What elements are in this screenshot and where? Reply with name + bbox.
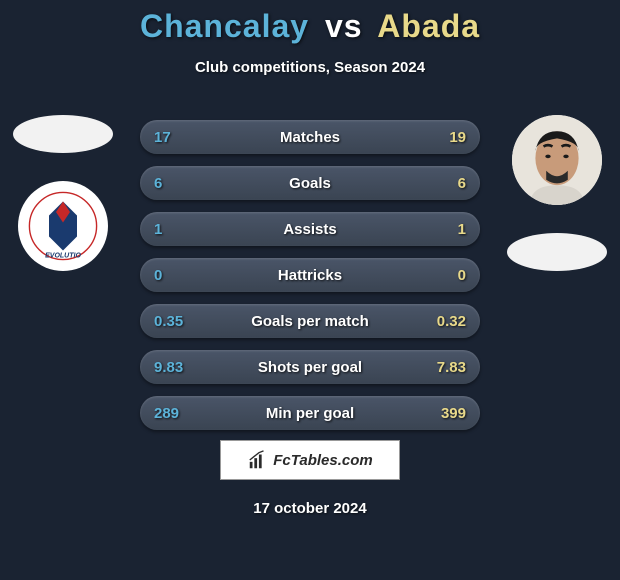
stat-row: 289 Min per goal 399: [140, 396, 480, 430]
player2-team-badge-placeholder: [507, 233, 607, 271]
player1-team-badge: EVOLUTIO: [18, 181, 108, 271]
brand-text: FcTables.com: [273, 452, 372, 469]
vs-label: vs: [325, 8, 363, 44]
date-label: 17 october 2024: [0, 500, 620, 517]
comparison-title: Chancalay vs Abada: [0, 8, 620, 45]
stat-row: 0 Hattricks 0: [140, 258, 480, 292]
team-crest-icon: EVOLUTIO: [28, 191, 98, 261]
stat-left-value: 0.35: [154, 313, 204, 330]
stat-left-value: 9.83: [154, 359, 204, 376]
stat-right-value: 0.32: [416, 313, 466, 330]
player2-name: Abada: [377, 8, 480, 44]
player1-photo-placeholder: [13, 115, 113, 153]
player1-column: EVOLUTIO: [8, 115, 118, 271]
header: Chancalay vs Abada Club competitions, Se…: [0, 0, 620, 76]
player2-column: [502, 115, 612, 271]
stats-table: 17 Matches 19 6 Goals 6 1 Assists 1 0 Ha…: [140, 120, 480, 442]
stat-right-value: 6: [416, 175, 466, 192]
stat-right-value: 0: [416, 267, 466, 284]
stat-left-value: 6: [154, 175, 204, 192]
stat-right-value: 399: [416, 405, 466, 422]
player2-photo: [512, 115, 602, 205]
subtitle: Club competitions, Season 2024: [0, 59, 620, 76]
player-headshot-icon: [512, 115, 602, 205]
stat-right-value: 1: [416, 221, 466, 238]
stat-row: 1 Assists 1: [140, 212, 480, 246]
stat-row: 9.83 Shots per goal 7.83: [140, 350, 480, 384]
svg-text:EVOLUTIO: EVOLUTIO: [45, 253, 81, 260]
stat-right-value: 7.83: [416, 359, 466, 376]
stat-right-value: 19: [416, 129, 466, 146]
brand-link[interactable]: FcTables.com: [220, 440, 400, 480]
chart-icon: [247, 449, 269, 471]
stat-left-value: 1: [154, 221, 204, 238]
stat-left-value: 289: [154, 405, 204, 422]
stat-row: 0.35 Goals per match 0.32: [140, 304, 480, 338]
stat-left-value: 17: [154, 129, 204, 146]
stat-row: 6 Goals 6: [140, 166, 480, 200]
stat-row: 17 Matches 19: [140, 120, 480, 154]
stat-left-value: 0: [154, 267, 204, 284]
player1-name: Chancalay: [140, 8, 309, 44]
